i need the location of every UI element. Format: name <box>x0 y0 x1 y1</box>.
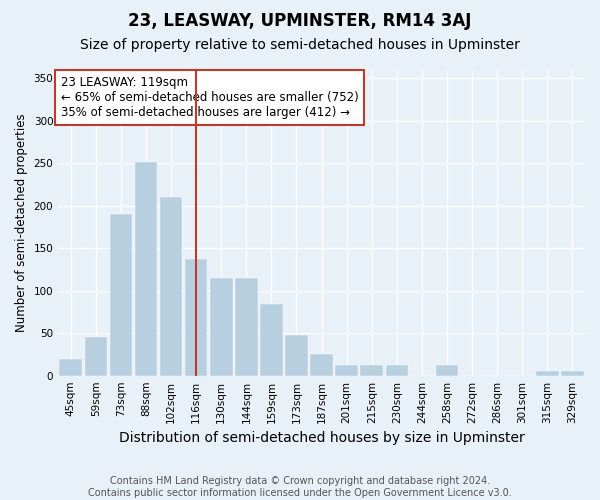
Text: Contains HM Land Registry data © Crown copyright and database right 2024.
Contai: Contains HM Land Registry data © Crown c… <box>88 476 512 498</box>
Text: 23, LEASWAY, UPMINSTER, RM14 3AJ: 23, LEASWAY, UPMINSTER, RM14 3AJ <box>128 12 472 30</box>
Bar <box>361 364 383 376</box>
Bar <box>285 335 308 376</box>
Bar <box>536 372 559 376</box>
Y-axis label: Number of semi-detached properties: Number of semi-detached properties <box>15 114 28 332</box>
Bar <box>260 304 283 376</box>
Bar <box>185 258 208 376</box>
Bar <box>436 364 458 376</box>
Bar <box>386 364 408 376</box>
X-axis label: Distribution of semi-detached houses by size in Upminster: Distribution of semi-detached houses by … <box>119 431 524 445</box>
Bar <box>110 214 132 376</box>
Bar <box>235 278 257 376</box>
Text: Size of property relative to semi-detached houses in Upminster: Size of property relative to semi-detach… <box>80 38 520 52</box>
Bar <box>210 278 233 376</box>
Bar <box>561 372 584 376</box>
Bar <box>59 358 82 376</box>
Text: 23 LEASWAY: 119sqm
← 65% of semi-detached houses are smaller (752)
35% of semi-d: 23 LEASWAY: 119sqm ← 65% of semi-detache… <box>61 76 359 119</box>
Bar <box>335 364 358 376</box>
Bar <box>85 338 107 376</box>
Bar <box>310 354 333 376</box>
Bar <box>134 162 157 376</box>
Bar <box>160 198 182 376</box>
